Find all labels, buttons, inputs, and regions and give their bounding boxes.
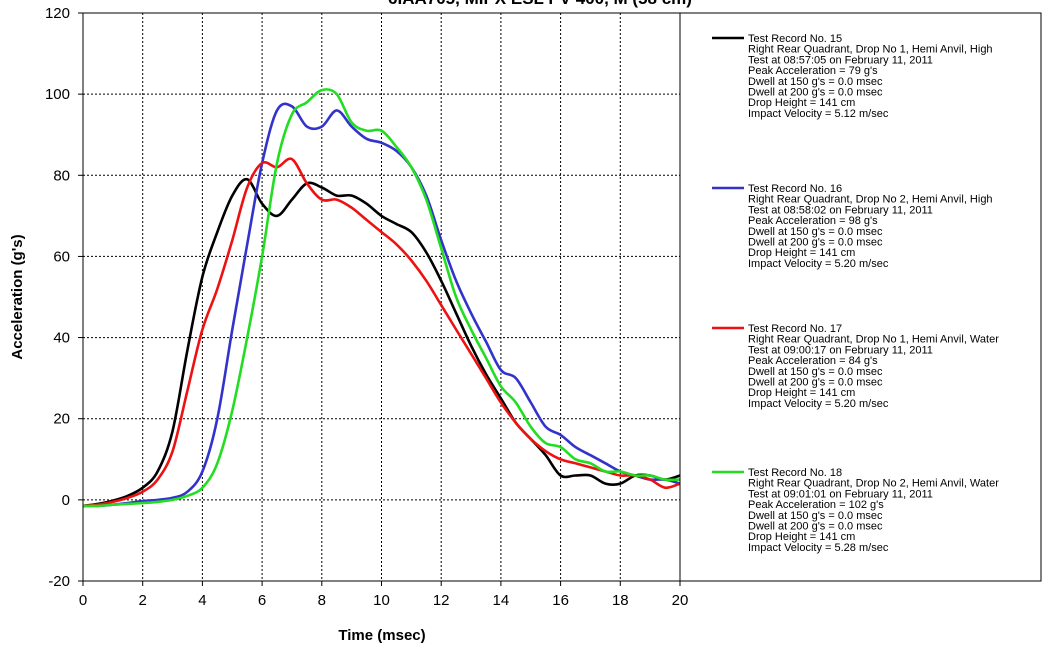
x-tick-label: 6 [258,592,266,609]
series-line-2 [82,102,681,508]
x-tick-label: 18 [612,592,629,609]
legend-entry-line: Impact Velocity = 5.12 m/sec [748,108,889,120]
legend-entry-line: Dwell at 200 g's = 0.0 msec [748,87,883,99]
legend-entry-line: Dwell at 200 g's = 0.0 msec [748,521,883,533]
legend-entry-line: Impact Velocity = 5.28 m/sec [748,542,889,554]
x-tick-label: 20 [672,592,689,609]
legend-entry-line: Test Record No. 16 [748,183,842,195]
x-tick-label: 2 [139,592,147,609]
legend-entry-line: Right Rear Quadrant, Drop No 1, Hemi Anv… [748,334,999,346]
x-tick-label: 0 [79,592,87,609]
y-axis: -20 0 20 40 60 80 100 120 [45,5,83,590]
x-tick-label: 4 [198,592,206,609]
legend-entry-line: Impact Velocity = 5.20 m/sec [748,398,889,410]
legend-entry-line: Drop Height = 141 cm [748,247,855,259]
legend-entry-line: Peak Acceleration = 98 g's [748,215,878,227]
grid [83,13,680,581]
series-line-1 [82,177,681,508]
series-layer [82,88,681,508]
y-tick-label: 60 [53,248,70,265]
legend-entry-line: Test at 09:01:01 on February 11, 2011 [748,488,933,500]
legend-entry-line: Dwell at 150 g's = 0.0 msec [748,226,883,238]
legend-entry-line: Dwell at 200 g's = 0.0 msec [748,377,883,389]
legend-entry-line: Test Record No. 15 [748,33,842,45]
y-tick-label: 40 [53,330,70,347]
x-tick-label: 14 [493,592,510,609]
legend-entry-line: Peak Acceleration = 84 g's [748,355,878,367]
y-tick-label: -20 [48,573,70,590]
y-tick-label: 120 [45,5,70,22]
x-tick-label: 16 [552,592,569,609]
legend-entry-line: Dwell at 150 g's = 0.0 msec [748,76,883,88]
x-tick-label: 8 [318,592,326,609]
x-tick-label: 10 [373,592,390,609]
legend-entry-line: Impact Velocity = 5.20 m/sec [748,258,889,270]
y-tick-label: 0 [62,492,70,509]
y-tick-label: 20 [53,411,70,428]
chart-title: 6IAA705, MIPX ESL PV 400, M (58 cm) [388,0,692,8]
legend-entry-line: Peak Acceleration = 102 g's [748,499,884,511]
legend-box [679,12,1042,582]
legend-entry-line: Right Rear Quadrant, Drop No 1, Hemi Anv… [748,44,993,56]
x-axis: 0 2 4 6 8 10 12 14 16 18 20 [79,581,689,609]
legend-entry-line: Right Rear Quadrant, Drop No 2, Hemi Anv… [748,478,999,490]
legend-entry-line: Test at 08:57:05 on February 11, 2011 [748,54,933,66]
legend-entry-line: Test Record No. 17 [748,323,842,335]
legend-entry-line: Drop Height = 141 cm [748,531,855,543]
legend-entry-line: Drop Height = 141 cm [748,387,855,399]
y-tick-label: 100 [45,86,70,103]
legend-entry-line: Test Record No. 18 [748,467,842,479]
legend-entry-line: Dwell at 200 g's = 0.0 msec [748,237,883,249]
series-line-3 [82,157,681,508]
legend-entry-line: Dwell at 150 g's = 0.0 msec [748,366,883,378]
y-axis-title: Acceleration (g's) [9,234,26,359]
legend-entry-line: Dwell at 150 g's = 0.0 msec [748,510,883,522]
legend-entry-line: Peak Acceleration = 79 g's [748,65,878,77]
series-line-4 [82,88,681,508]
legend-entry-line: Right Rear Quadrant, Drop No 2, Hemi Anv… [748,194,993,206]
legend-entry-line: Test at 08:58:02 on February 11, 2011 [748,204,933,216]
y-tick-label: 80 [53,167,70,184]
x-tick-label: 12 [433,592,450,609]
legend-entry-line: Test at 09:00:17 on February 11, 2011 [748,344,933,356]
legend-entry-line: Drop Height = 141 cm [748,97,855,109]
x-axis-title: Time (msec) [338,627,425,644]
